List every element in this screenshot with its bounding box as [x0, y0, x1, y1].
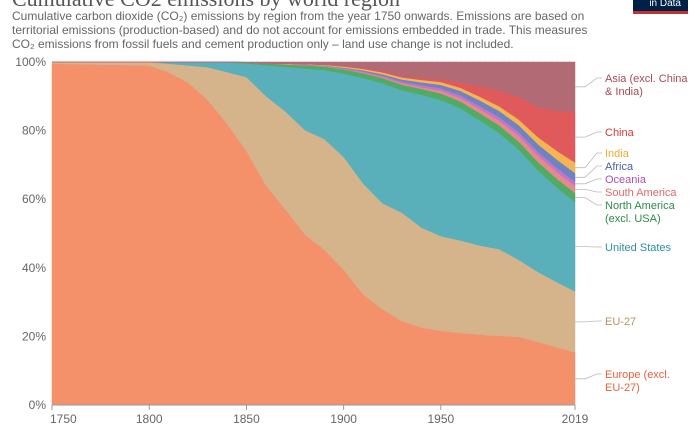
- y-tick-label: 20%: [22, 329, 46, 343]
- area-series: [51, 61, 576, 406]
- y-tick-label: 60%: [22, 192, 46, 206]
- x-tick-label: 1750: [50, 412, 77, 426]
- legend-label[interactable]: India: [605, 148, 630, 160]
- legend-label[interactable]: South America: [605, 187, 677, 199]
- y-tick-label: 100%: [15, 55, 46, 69]
- legend-leader-line: [575, 178, 602, 185]
- x-tick-label: 1800: [136, 412, 163, 426]
- chart-title: Cumulative CO2 emissions by world region: [12, 0, 400, 12]
- legend-leader-line: [575, 165, 602, 178]
- legend-leader-line: [575, 197, 602, 206]
- legend: Asia (excl. China& India) China IndiaAfric…: [575, 73, 688, 394]
- legend-label[interactable]: Oceania: [605, 174, 647, 186]
- y-tick-label: 40%: [22, 261, 46, 275]
- logo-text: in Data: [649, 0, 681, 9]
- legend-label[interactable]: China: [605, 127, 635, 139]
- legend-leader-line: [575, 373, 602, 380]
- legend-label[interactable]: Asia (excl. China: [605, 73, 688, 85]
- y-tick-label: 0%: [29, 398, 47, 412]
- owid-logo[interactable]: in Data: [633, 0, 688, 14]
- legend-leader-line: [575, 320, 602, 323]
- legend-leader-line: [575, 131, 602, 138]
- legend-label[interactable]: United States: [605, 242, 672, 254]
- y-tick-label: 80%: [22, 124, 46, 138]
- legend-label[interactable]: Europe (excl.: [605, 369, 670, 381]
- legend-leader-line: [575, 77, 602, 88]
- y-axis: 0% 20% 40% 60% 80% 100%: [15, 55, 46, 412]
- legend-label[interactable]: EU-27: [605, 316, 636, 328]
- x-axis: 1750 1800 1850 1900 1950 2019: [50, 405, 589, 426]
- legend-label[interactable]: EU-27): [605, 382, 640, 394]
- legend-label[interactable]: & India): [605, 86, 643, 98]
- legend-leader-line: [575, 152, 602, 169]
- x-tick-label: 1950: [427, 412, 454, 426]
- legend-label[interactable]: (excl. USA): [605, 213, 661, 225]
- legend-leader-line: [575, 188, 602, 193]
- legend-label[interactable]: North America: [605, 200, 676, 212]
- x-tick-label: 1900: [330, 412, 357, 426]
- chart-subtitle: Cumulative carbon dioxide (CO₂) emission…: [12, 9, 588, 51]
- x-tick-label: 2019: [562, 412, 589, 426]
- x-tick-label: 1850: [233, 412, 260, 426]
- legend-label[interactable]: Africa: [605, 161, 634, 173]
